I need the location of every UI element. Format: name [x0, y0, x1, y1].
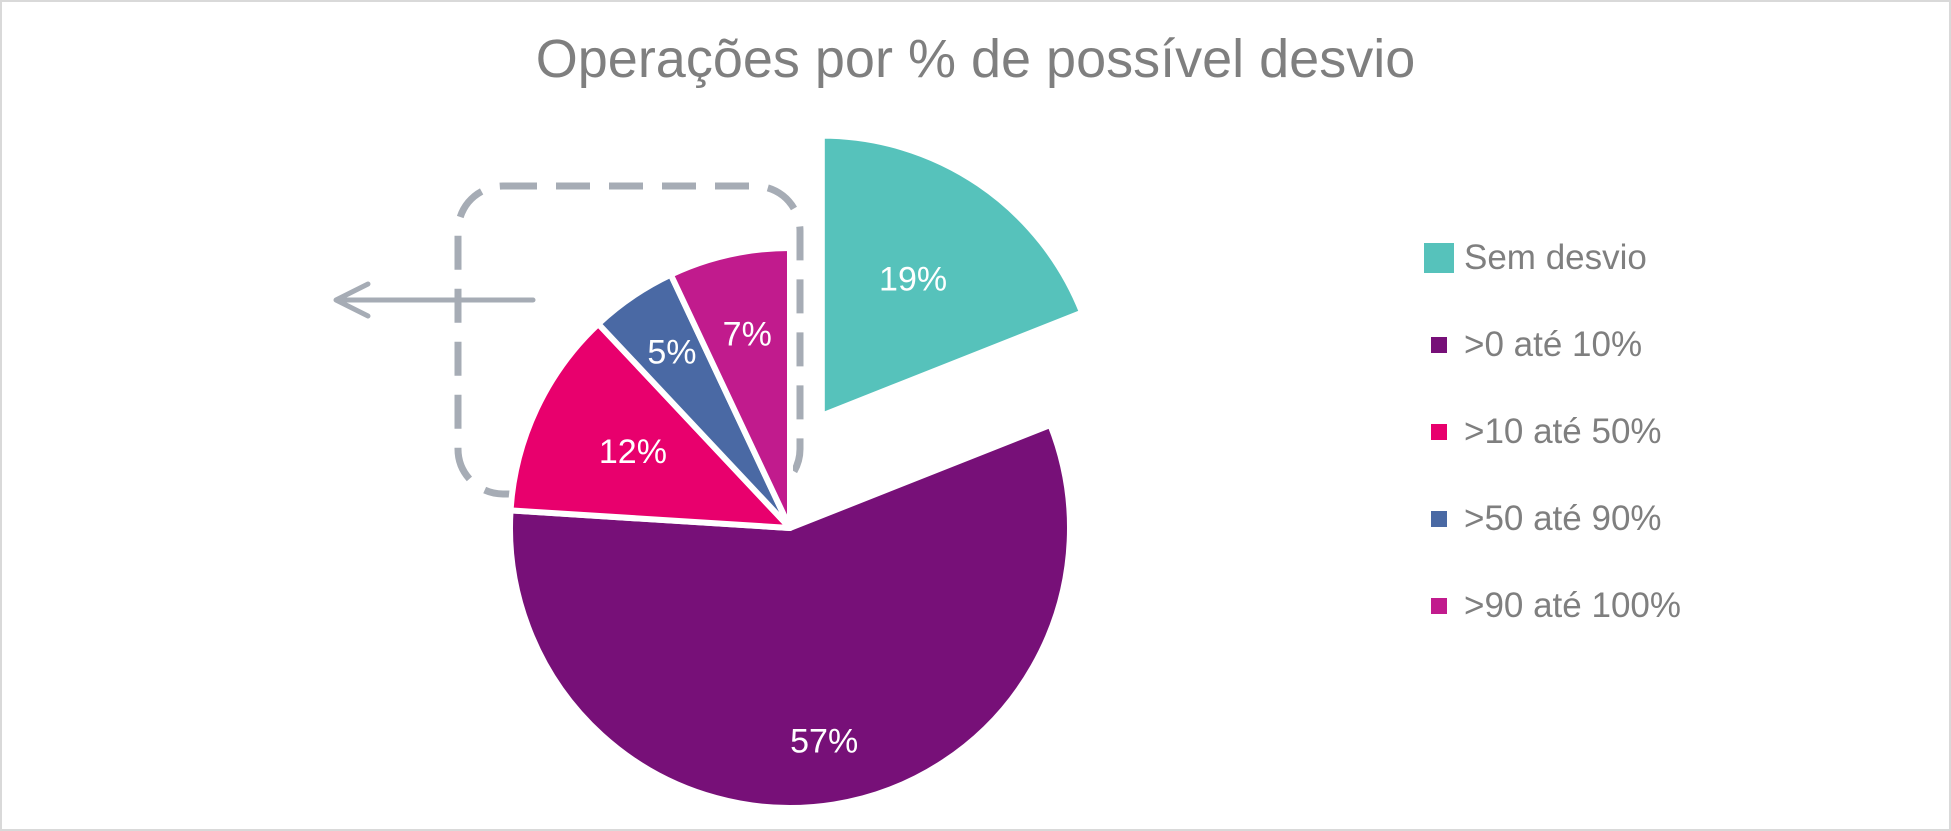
legend-swatch-1	[1424, 243, 1454, 273]
pie-slice-3	[507, 320, 793, 531]
annotation-dashed-box	[454, 182, 804, 498]
pie-slice-5	[667, 245, 793, 531]
legend-item-1: Sem desvio	[1420, 228, 1647, 288]
data-label-2: 57%	[790, 723, 858, 761]
legend-label-2: >0 até 10%	[1464, 325, 1643, 364]
chart-title: Operações por % de possível desvio	[535, 29, 1416, 89]
legend-item-5: >90 até 100%	[1420, 576, 1681, 636]
annotation-arrow-icon	[333, 281, 371, 319]
legend-item-4: >50 até 90%	[1420, 489, 1662, 549]
legend-swatch-5	[1431, 598, 1447, 614]
legend-label-1: Sem desvio	[1464, 238, 1647, 277]
data-label-3: 12%	[599, 433, 667, 471]
data-label-4: 5%	[647, 333, 696, 371]
legend-label-4: >50 até 90%	[1464, 499, 1662, 538]
legend-item-2: >0 até 10%	[1420, 315, 1642, 375]
legend-item-3: >10 até 50%	[1420, 402, 1662, 462]
annotation-group	[333, 182, 804, 498]
legend-swatch-3	[1431, 424, 1447, 440]
legend-swatch-2	[1431, 337, 1447, 353]
legend-swatch-4	[1431, 511, 1447, 527]
data-label-1: 19%	[879, 260, 947, 298]
legend-label-5: >90 até 100%	[1464, 586, 1681, 625]
legend-label-3: >10 até 50%	[1464, 412, 1662, 451]
data-label-5: 7%	[723, 316, 772, 354]
pie-slice-1	[818, 132, 1086, 419]
